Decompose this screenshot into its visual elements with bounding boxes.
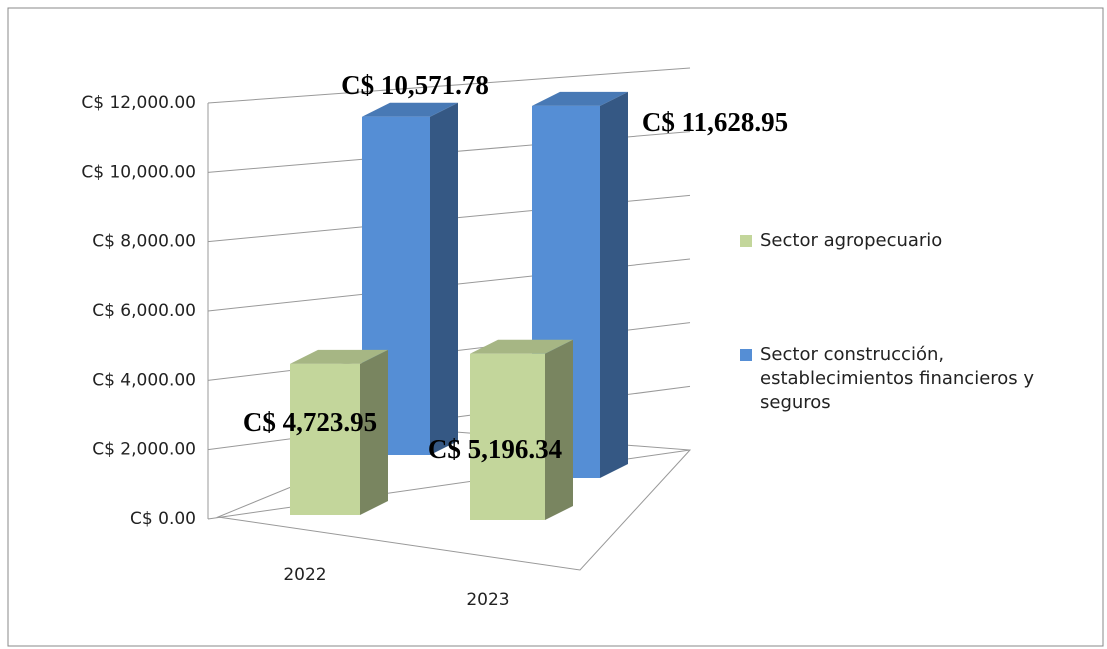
legend-label: Sector construcción, establecimientos fi…	[760, 344, 1035, 413]
legend-label: Sector agropecuario	[760, 230, 943, 251]
value-label: C$ 10,571.78	[341, 70, 489, 100]
y-tick-label: C$ 0.00	[130, 509, 196, 529]
y-tick-label: C$ 12,000.00	[81, 93, 196, 113]
y-tick-label: C$ 10,000.00	[81, 162, 196, 182]
x-tick-label: 2022	[283, 565, 326, 585]
y-tick-label: C$ 4,000.00	[92, 370, 196, 390]
bar-side	[430, 102, 458, 456]
bar-side	[545, 339, 573, 520]
bar-top	[470, 339, 573, 354]
x-tick-label: 2023	[466, 590, 509, 610]
grid-line	[207, 67, 691, 104]
bar-side	[360, 349, 388, 515]
value-label: C$ 5,196.34	[428, 434, 562, 464]
legend-swatch	[740, 235, 752, 247]
legend-swatch	[740, 349, 752, 361]
legend-entry: Sector agropecuario	[740, 229, 1100, 253]
bar-top	[532, 91, 628, 106]
legend-entry: Sector construcción, establecimientos fi…	[740, 343, 1100, 415]
y-tick-label: C$ 2,000.00	[92, 440, 196, 460]
value-label: C$ 4,723.95	[243, 407, 377, 437]
value-label: C$ 11,628.95	[642, 107, 788, 137]
bar-top	[290, 349, 388, 364]
bar	[470, 353, 545, 520]
y-tick-label: C$ 8,000.00	[92, 232, 196, 252]
bar-side	[600, 91, 628, 479]
bar-top	[362, 102, 458, 117]
bar	[290, 363, 360, 515]
y-tick-label: C$ 6,000.00	[92, 301, 196, 321]
